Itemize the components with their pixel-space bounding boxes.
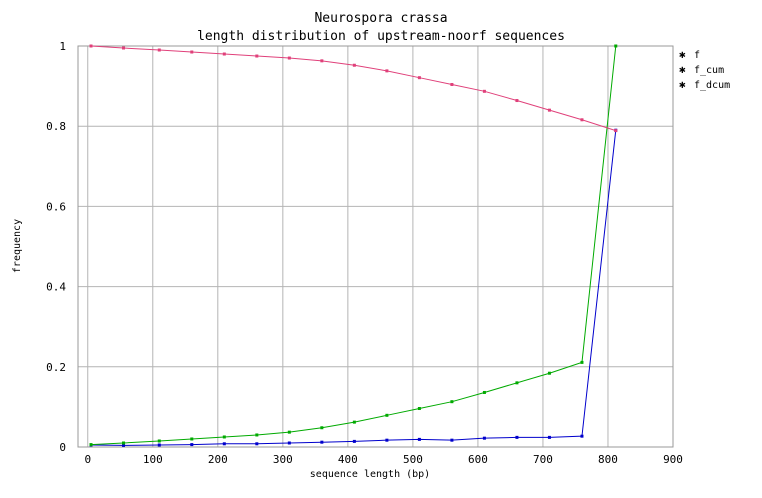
x-axis-label: sequence length (bp) [310,469,430,480]
y-tick-label: 0.6 [46,200,66,213]
data-point [320,426,324,430]
data-point [157,48,161,52]
x-tick-label: 700 [533,453,553,466]
chart-subtitle: length distribution of upstream-noorf se… [197,29,565,44]
data-point [482,390,486,394]
x-tick-label: 200 [208,453,228,466]
y-axis-ticks: 0 0.2 0.4 0.6 0.8 1 [46,40,66,454]
legend-marker-icon: ✱ [679,48,686,61]
data-point [157,443,161,447]
data-point [157,439,161,443]
legend-item-f_cum: ✱ f_cum [679,63,724,76]
series-line-f_dcum [90,45,616,132]
legend: ✱ f✱ f_cum✱ f_dcum [679,48,730,91]
data-point [222,435,226,439]
data-point [222,442,226,446]
grid [78,45,674,448]
data-point [385,413,389,417]
legend-marker-icon: ✱ [679,78,686,91]
series-f_cum [89,44,618,447]
data-point [222,52,226,56]
series-f [89,128,618,447]
data-point [515,99,519,103]
data-point [190,50,194,54]
data-point [89,443,93,447]
data-point [255,54,259,58]
data-point [190,437,194,441]
data-point [515,435,519,439]
data-point [352,439,356,443]
series-layer [89,44,618,447]
x-tick-label: 900 [663,453,683,466]
y-tick-label: 0.4 [46,281,66,294]
data-point [547,435,551,439]
data-point [417,76,421,80]
plot-frame [77,45,674,448]
data-point [450,400,454,404]
data-point [482,89,486,93]
data-point [320,59,324,63]
data-point [122,443,126,447]
data-point [450,438,454,442]
y-axis-label: frequency [12,219,23,273]
x-tick-label: 500 [403,453,423,466]
data-point [580,434,584,438]
data-point [482,436,486,440]
series-f_dcum [89,44,618,133]
data-point [122,46,126,50]
data-point [385,438,389,442]
series-line-f_cum [90,45,617,446]
x-tick-label: 600 [468,453,488,466]
legend-label: f_dcum [694,80,730,91]
data-point [547,371,551,375]
data-point [122,441,126,445]
data-point [580,118,584,122]
series-line-f [90,130,617,446]
y-tick-label: 0.2 [46,361,66,374]
legend-item-f: ✱ f [679,48,700,61]
y-tick-label: 1 [59,40,66,53]
legend-marker-icon: ✱ [679,63,686,76]
data-point [255,442,259,446]
data-point [287,441,291,445]
data-point [547,108,551,112]
data-point [190,443,194,447]
x-tick-label: 100 [143,453,163,466]
data-point [89,44,93,48]
x-tick-label: 800 [598,453,618,466]
x-tick-label: 400 [338,453,358,466]
y-tick-label: 0.8 [46,120,66,133]
y-tick-label: 0 [59,441,66,454]
data-point [255,433,259,437]
data-point [352,420,356,424]
x-axis-ticks: 0 100 200 300 400 500 600 700 800 900 [84,453,682,466]
data-point [352,63,356,67]
x-tick-label: 300 [273,453,293,466]
legend-label: f [694,50,700,61]
data-point [385,69,389,73]
x-tick-label: 0 [84,453,91,466]
data-point [287,430,291,434]
data-point [580,360,584,364]
data-point [417,407,421,411]
chart-title: Neurospora crassa [314,11,447,26]
data-point [614,44,618,48]
data-point [450,82,454,86]
legend-item-f_dcum: ✱ f_dcum [679,78,730,91]
data-point [515,381,519,385]
legend-label: f_cum [694,65,724,76]
data-point [417,437,421,441]
data-point [287,56,291,60]
data-point [614,129,618,133]
data-point [320,440,324,444]
